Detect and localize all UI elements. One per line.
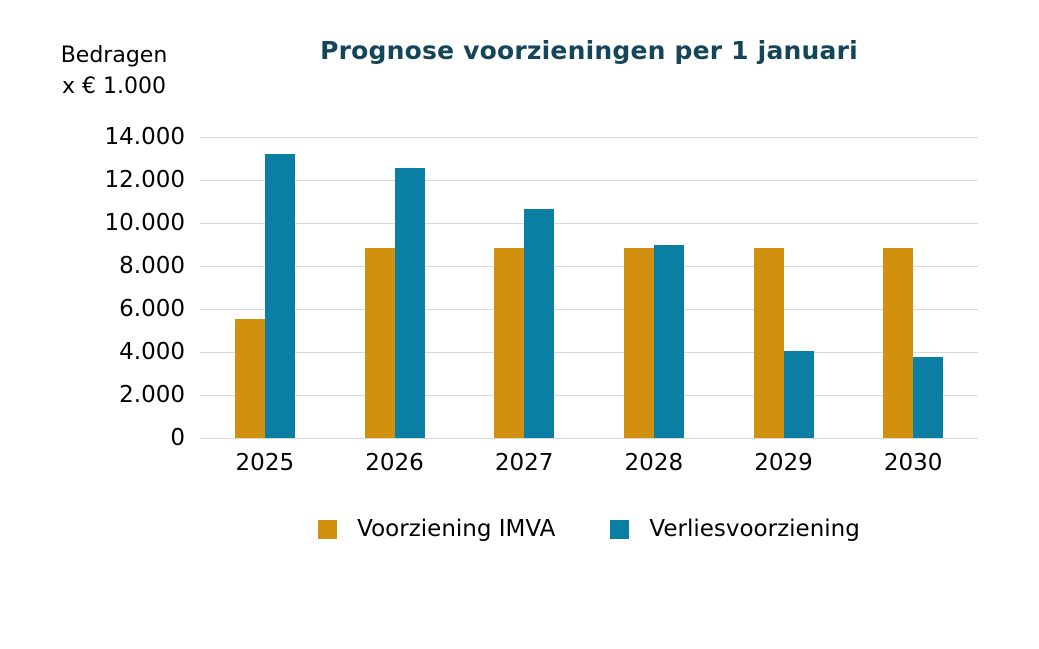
gridline [200,179,978,181]
y-axis-tick-label: 8.000 [119,253,185,279]
legend-label: Verliesvoorziening [649,516,860,542]
gridline [200,308,978,310]
chart-title: Prognose voorzieningen per 1 januari [320,36,858,65]
y-axis-tick-label: 0 [170,425,185,451]
legend-swatch-icon [610,519,630,539]
y-axis-tick-label: 4.000 [119,339,185,365]
x-axis-tick-label: 2030 [883,450,943,476]
legend-label: Voorziening IMVA [357,516,556,542]
gridline [200,437,978,439]
x-axis-tick-label: 2026 [365,450,424,476]
bar-2025-series-1 [264,154,295,438]
y-axis-tick-label: 2.000 [119,382,185,408]
bar-2028-series-0 [623,247,654,438]
gridline [200,351,978,353]
x-axis-tick-label: 2027 [494,450,554,476]
bar-2025-series-0 [234,318,265,438]
y-axis-unit-label: Bedragen x € 1.000 [38,40,190,102]
legend-item-0: Voorziening IMVA [318,516,555,542]
x-axis-tick-label: 2029 [754,450,813,476]
gridline [200,394,978,396]
legend: Voorziening IMVA Verliesvoorziening [200,516,978,542]
y-axis-unit-label-line1: Bedragen [60,43,168,68]
plot-area [200,136,978,439]
bar-2029-series-1 [783,350,814,438]
bar-2026-series-1 [394,168,425,438]
y-axis-tick-label: 14.000 [104,124,185,150]
gridline [200,222,978,224]
y-axis-tick-label: 12.000 [104,167,185,193]
gridline [200,136,978,138]
y-axis: 0 2.000 4.000 6.000 8.000 10.000 12.000 14.000 [0,124,185,451]
bar-2026-series-0 [364,247,395,438]
gridline [200,265,978,267]
bar-2030-series-0 [883,247,914,438]
bar-2028-series-1 [653,244,684,438]
y-axis-unit-label-line2: x € 1.000 [62,74,166,99]
y-axis-tick-label: 10.000 [104,210,185,236]
x-axis: 2025 2026 2027 2028 2029 2030 [200,450,978,484]
x-axis-tick-label: 2025 [235,450,295,476]
x-axis-tick-label: 2028 [624,450,684,476]
legend-swatch-icon [318,519,338,539]
y-axis-tick-label: 6.000 [119,296,185,322]
bar-2030-series-1 [913,357,944,438]
bar-2027-series-1 [524,209,555,438]
bar-2027-series-0 [494,247,525,438]
bar-2029-series-0 [753,247,784,438]
legend-item-1: Verliesvoorziening [610,516,860,542]
